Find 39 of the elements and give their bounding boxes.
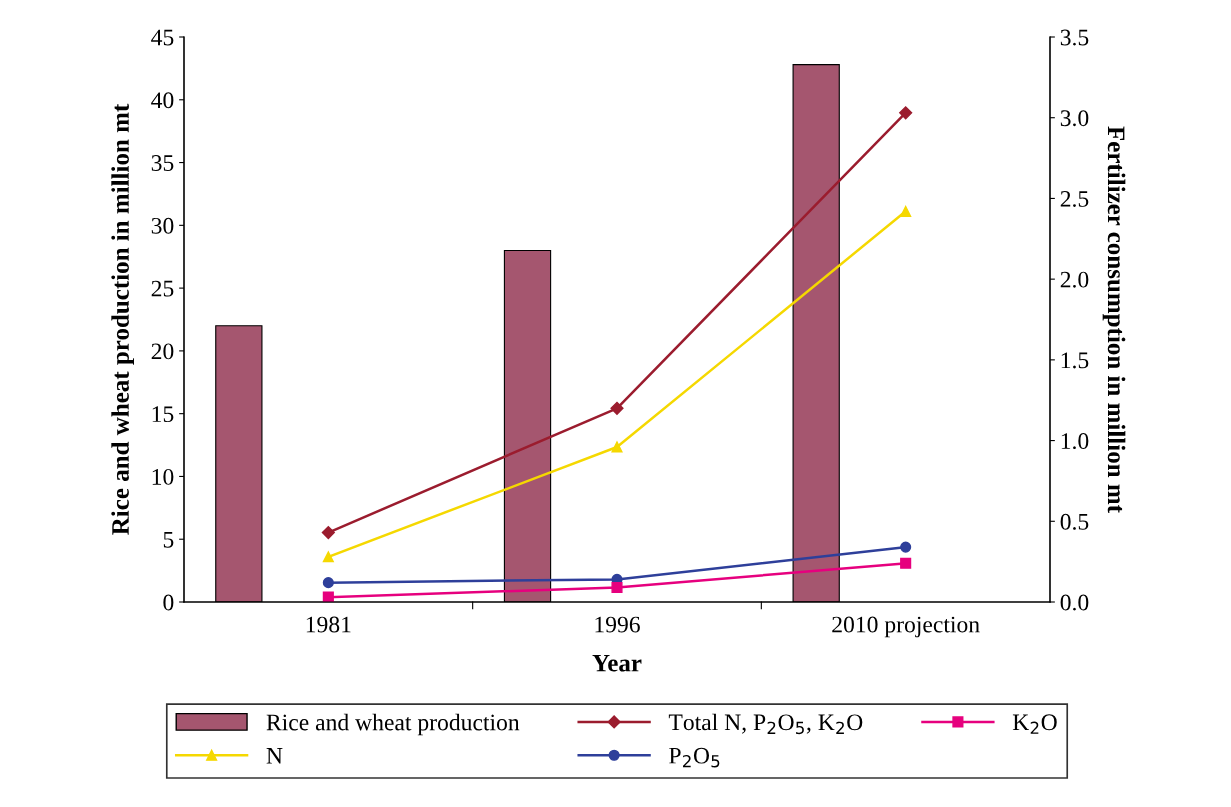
legend-label: Rice and wheat production — [266, 713, 520, 736]
legend-label: Total N, P$_{2}$O$_{5}$, K$_{2}$O — [668, 713, 863, 735]
y2-tick-label: 0.5 — [1060, 513, 1089, 530]
x-tick-label: 2010 projection — [832, 616, 980, 638]
y2-tick-label: 2.0 — [1060, 271, 1089, 288]
point — [900, 541, 912, 553]
legend-label: P$_{2}$O$_{5}$ — [669, 747, 720, 768]
y-tick-label: 25 — [151, 280, 174, 297]
y2-tick-label: 1.5 — [1061, 352, 1089, 369]
y-tick-label: 30 — [151, 217, 174, 234]
y-axis-title: Rice and wheat production in million mt — [111, 103, 134, 535]
x-tick-label: 1996 — [595, 616, 640, 633]
y-tick-label: 45 — [151, 29, 174, 46]
point — [611, 581, 623, 594]
y2-tick-label: 3.0 — [1060, 110, 1089, 127]
point — [900, 205, 912, 217]
point — [900, 557, 912, 569]
point — [321, 525, 335, 540]
y-tick-label: 15 — [152, 406, 174, 423]
y-tick-label: 10 — [152, 468, 174, 485]
point — [610, 401, 624, 415]
y-tick-label: 5 — [163, 531, 174, 548]
legend-label: N — [266, 748, 283, 764]
y2-tick-label: 0.0 — [1060, 594, 1089, 611]
x-axis-title: Year — [592, 654, 642, 672]
point — [322, 551, 334, 563]
point — [899, 106, 913, 120]
y-tick-label: 40 — [151, 92, 174, 109]
y2-axis-title: Fertilizer consumption in million mt — [1102, 126, 1126, 513]
x-tick-label: 1981 — [306, 616, 351, 633]
point — [322, 577, 334, 589]
y2-tick-label: 1.0 — [1061, 433, 1089, 450]
y-tick-label: 20 — [151, 343, 174, 360]
point — [611, 441, 623, 453]
y-tick-label: 0 — [163, 594, 174, 611]
y2-tick-label: 3.5 — [1060, 29, 1089, 46]
y-tick-label: 35 — [151, 155, 174, 171]
y2-tick-label: 2.5 — [1060, 190, 1089, 207]
legend-label: K$_{2}$O — [1012, 714, 1057, 734]
